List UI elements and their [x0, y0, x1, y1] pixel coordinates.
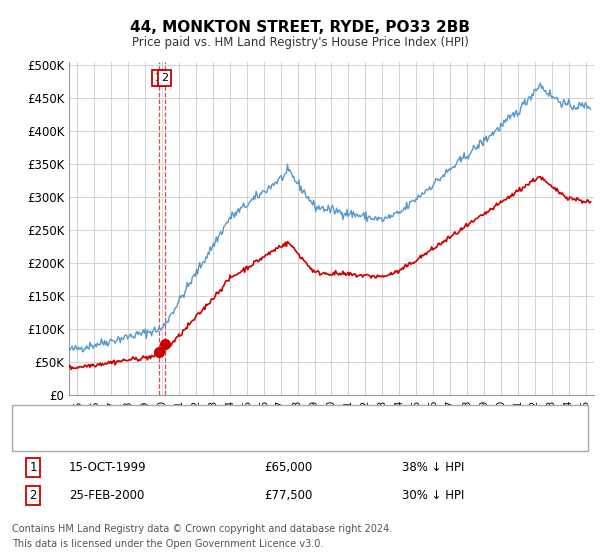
Text: 1: 1 [155, 73, 162, 83]
Text: 2: 2 [29, 489, 37, 502]
Text: 44, MONKTON STREET, RYDE, PO33 2BB: 44, MONKTON STREET, RYDE, PO33 2BB [130, 20, 470, 35]
Text: 15-OCT-1999: 15-OCT-1999 [69, 461, 146, 474]
Text: 1: 1 [29, 461, 37, 474]
Text: 25-FEB-2000: 25-FEB-2000 [69, 489, 145, 502]
Text: £77,500: £77,500 [264, 489, 313, 502]
Text: £65,000: £65,000 [264, 461, 312, 474]
Text: Price paid vs. HM Land Registry's House Price Index (HPI): Price paid vs. HM Land Registry's House … [131, 36, 469, 49]
Text: 30% ↓ HPI: 30% ↓ HPI [402, 489, 464, 502]
Text: HPI: Average price, detached house, Isle of Wight: HPI: Average price, detached house, Isle… [57, 436, 332, 446]
Text: 44, MONKTON STREET, RYDE, PO33 2BB (detached house): 44, MONKTON STREET, RYDE, PO33 2BB (deta… [57, 413, 382, 423]
Text: 2: 2 [161, 73, 168, 83]
Text: Contains HM Land Registry data © Crown copyright and database right 2024.: Contains HM Land Registry data © Crown c… [12, 524, 392, 534]
Text: 38% ↓ HPI: 38% ↓ HPI [402, 461, 464, 474]
Text: This data is licensed under the Open Government Licence v3.0.: This data is licensed under the Open Gov… [12, 539, 323, 549]
